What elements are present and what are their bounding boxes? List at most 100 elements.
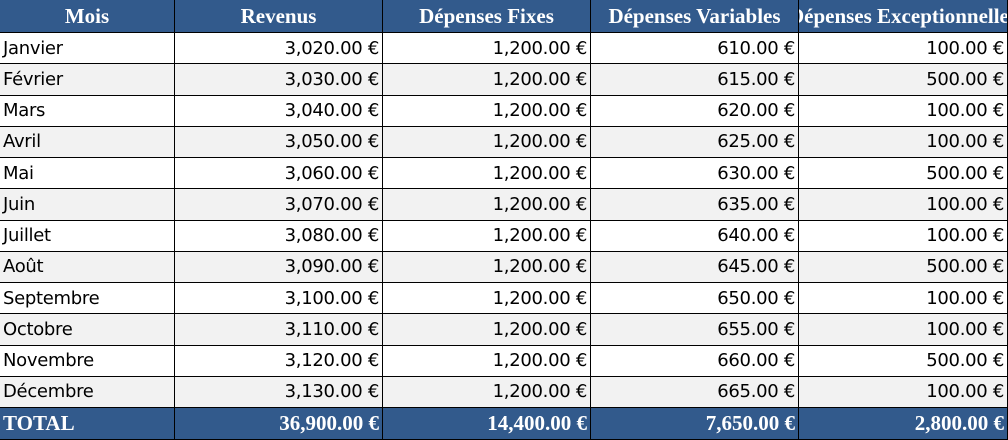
data-cell-text: 3,120.00 € xyxy=(284,350,380,372)
data-cell: 3,060.00 € xyxy=(175,158,383,190)
data-cell-text: 3,070.00 € xyxy=(284,193,380,215)
data-cell: 1,200.00 € xyxy=(383,95,591,127)
data-cell-text: 100.00 € xyxy=(926,131,1004,153)
data-cell: 1,200.00 € xyxy=(383,220,591,252)
total-cell-text: 2,800.00 € xyxy=(914,411,1004,435)
data-cell: 3,130.00 € xyxy=(175,376,383,408)
data-cell-text: 610.00 € xyxy=(717,37,795,59)
data-cell: Novembre xyxy=(0,345,175,377)
total-cell-text: 7,650.00 € xyxy=(705,411,795,435)
data-cell-text: 625.00 € xyxy=(717,131,795,153)
total-cell-text: 14,400.00 € xyxy=(487,411,587,435)
data-cell: 650.00 € xyxy=(591,283,799,315)
data-cell: 100.00 € xyxy=(799,376,1008,408)
data-cell-text: 1,200.00 € xyxy=(492,381,588,403)
header-cell-text: Dépenses Variables xyxy=(608,3,781,28)
data-cell-text: 100.00 € xyxy=(926,318,1004,340)
data-cell-text: 3,100.00 € xyxy=(284,287,380,309)
data-cell-text: 1,200.00 € xyxy=(492,100,588,122)
data-cell-text: 100.00 € xyxy=(926,100,1004,122)
data-cell-text: Janvier xyxy=(3,37,63,59)
data-cell: 1,200.00 € xyxy=(383,283,591,315)
data-cell-text: 100.00 € xyxy=(926,37,1004,59)
data-cell-text: 645.00 € xyxy=(717,256,795,278)
data-cell: 3,030.00 € xyxy=(175,64,383,96)
data-cell: 1,200.00 € xyxy=(383,158,591,190)
data-cell: 1,200.00 € xyxy=(383,251,591,283)
data-cell-text: 3,080.00 € xyxy=(284,225,380,247)
data-cell: 635.00 € xyxy=(591,189,799,221)
data-cell-text: 3,110.00 € xyxy=(284,318,380,340)
data-cell: 100.00 € xyxy=(799,33,1008,65)
data-cell-text: 635.00 € xyxy=(717,193,795,215)
data-cell-text: 620.00 € xyxy=(717,100,795,122)
data-cell: Avril xyxy=(0,126,175,158)
data-cell: 665.00 € xyxy=(591,376,799,408)
data-cell: Octobre xyxy=(0,314,175,346)
data-cell: 500.00 € xyxy=(799,64,1008,96)
header-cell: Dépenses Variables xyxy=(591,0,799,33)
data-cell: 3,070.00 € xyxy=(175,189,383,221)
data-cell: Mai xyxy=(0,158,175,190)
data-cell-text: 500.00 € xyxy=(926,350,1004,372)
data-cell-text: Février xyxy=(3,68,63,90)
total-cell: 2,800.00 € xyxy=(799,408,1008,440)
data-cell-text: Novembre xyxy=(3,350,94,372)
data-cell-text: 1,200.00 € xyxy=(492,256,588,278)
data-cell-text: 1,200.00 € xyxy=(492,37,588,59)
data-cell-text: Août xyxy=(3,256,44,278)
data-cell: 1,200.00 € xyxy=(383,189,591,221)
data-cell-text: 1,200.00 € xyxy=(492,225,588,247)
data-cell-text: Septembre xyxy=(3,287,100,309)
data-cell: Janvier xyxy=(0,33,175,65)
data-cell: 1,200.00 € xyxy=(383,376,591,408)
data-cell: 100.00 € xyxy=(799,283,1008,315)
data-cell: Juin xyxy=(0,189,175,221)
total-cell-text: TOTAL xyxy=(3,411,75,435)
data-cell: 1,200.00 € xyxy=(383,64,591,96)
data-cell-text: 3,030.00 € xyxy=(284,68,380,90)
total-cell: 14,400.00 € xyxy=(383,408,591,440)
data-cell-text: Juin xyxy=(3,193,35,215)
data-cell: 3,040.00 € xyxy=(175,95,383,127)
data-cell: 100.00 € xyxy=(799,314,1008,346)
data-cell-text: 630.00 € xyxy=(717,162,795,184)
data-cell: Février xyxy=(0,64,175,96)
data-cell-text: Avril xyxy=(3,131,41,153)
data-cell-text: 1,200.00 € xyxy=(492,193,588,215)
data-cell: 610.00 € xyxy=(591,33,799,65)
data-cell-text: Mars xyxy=(3,100,46,122)
data-cell-text: Mai xyxy=(3,162,34,184)
total-cell: 7,650.00 € xyxy=(591,408,799,440)
data-cell-text: Juillet xyxy=(3,225,51,247)
data-cell-text: 1,200.00 € xyxy=(492,350,588,372)
data-cell-text: 3,090.00 € xyxy=(284,256,380,278)
data-cell-text: 100.00 € xyxy=(926,225,1004,247)
data-cell-text: 3,040.00 € xyxy=(284,100,380,122)
data-cell-text: 3,130.00 € xyxy=(284,381,380,403)
data-cell: Août xyxy=(0,251,175,283)
data-cell: 3,120.00 € xyxy=(175,345,383,377)
data-cell-text: 100.00 € xyxy=(926,287,1004,309)
header-cell: Mois xyxy=(0,0,175,33)
data-cell: 500.00 € xyxy=(799,345,1008,377)
data-cell-text: 640.00 € xyxy=(717,225,795,247)
data-cell-text: 660.00 € xyxy=(717,350,795,372)
data-cell-text: 100.00 € xyxy=(926,193,1004,215)
data-cell: Mars xyxy=(0,95,175,127)
data-cell: 3,080.00 € xyxy=(175,220,383,252)
data-cell: 100.00 € xyxy=(799,126,1008,158)
data-cell: Décembre xyxy=(0,376,175,408)
data-cell: 1,200.00 € xyxy=(383,345,591,377)
data-cell-text: 500.00 € xyxy=(926,256,1004,278)
header-cell: Dépenses Fixes xyxy=(383,0,591,33)
data-cell: 1,200.00 € xyxy=(383,126,591,158)
data-cell: 645.00 € xyxy=(591,251,799,283)
data-cell-text: 1,200.00 € xyxy=(492,287,588,309)
data-cell: 620.00 € xyxy=(591,95,799,127)
header-cell-text: Mois xyxy=(64,3,110,28)
data-cell-text: 615.00 € xyxy=(717,68,795,90)
header-cell-text: Dépenses Exceptionnelles xyxy=(799,3,1008,28)
data-cell: 630.00 € xyxy=(591,158,799,190)
